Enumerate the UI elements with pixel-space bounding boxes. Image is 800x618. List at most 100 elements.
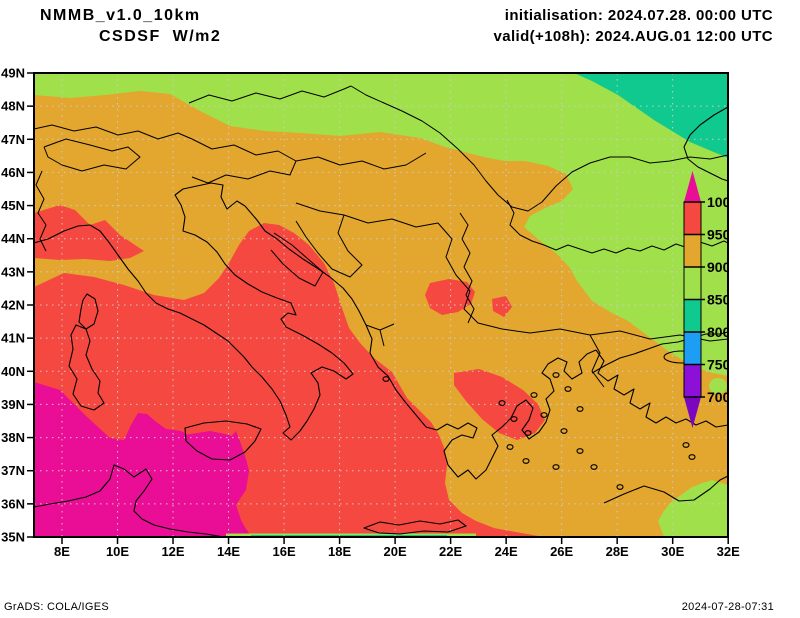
border-line [295,152,427,170]
colorbar-segment [684,299,701,332]
lat-tick-label: 46N [1,165,25,180]
lat-tick-label: 39N [1,397,25,412]
island-outline [552,372,560,378]
island-outline [576,448,584,454]
region-magenta-southwest [34,382,252,537]
colorbar-arrow-up [684,171,701,202]
border-line [270,232,324,287]
valid-time-label: valid(+108h): 2024.AUG.01 12:00 UTC [493,28,773,45]
lon-tick-label: 10E [106,544,129,559]
border-line [350,85,728,212]
field-regions [34,73,728,537]
colorbar-segment [684,332,701,365]
colorbar-tick-label: 1000 [707,194,738,210]
lat-tick-label: 37N [1,463,25,478]
island-outline [552,464,560,470]
island-outline [682,442,690,448]
colorbar-tick-label: 850 [707,292,731,308]
island-outline [524,430,532,436]
border-line [459,212,475,324]
colorbar-segment [684,234,701,267]
north-africa-coastline [34,464,225,537]
model-title: NMMB_v1.0_10km [40,7,201,24]
colorbar-segment [684,202,701,235]
island-outline [522,458,530,464]
lat-tick-label: 38N [1,430,25,445]
lon-axis: 8E 10E 12E 14E 16E 18E 20E 22E 24E 26E 28E 30E 32E [54,537,740,559]
lon-tick-label: 8E [54,544,70,559]
island-outline [616,484,624,490]
colorbar-segment [684,267,701,300]
lon-tick-label: 12E [161,544,184,559]
border-line [43,138,141,172]
lon-tick-label: 26E [550,544,573,559]
border-line [365,323,395,347]
lon-tick-label: 24E [495,544,518,559]
region-red-blob-balkans-2 [492,296,512,317]
border-line [191,138,297,184]
sardinia-coastline [68,324,105,411]
region-magenta-sicily [184,431,238,453]
map-frame [33,72,729,538]
island-outline [530,392,538,398]
adriatic-east-coastline [244,205,427,428]
colorbar-tick-label: 800 [707,324,731,340]
lat-tick-label: 49N [1,66,25,81]
marmara-coastline [591,331,728,374]
colorbar-arrow-down [684,397,701,428]
lat-axis: 49N 48N 47N 46N 45N 44N 43N 42N 41N 40N 39N 38N 37N 3… [1,66,34,545]
lon-tick-label: 30E [661,544,684,559]
island-outline [576,406,584,412]
black-sea-coastline [683,106,728,182]
border-line [589,334,605,388]
anatolia-west-coastline [595,349,728,428]
italy-coastline [34,182,354,441]
lat-tick-label: 44N [1,231,25,246]
island-outline [510,416,518,422]
lat-tick-label: 45N [1,198,25,213]
colorbar-tick-label: 700 [707,389,731,405]
colorbar-tick-label: 900 [707,259,731,275]
lon-tick-label: 28E [606,544,629,559]
corsica-coastline [78,293,99,330]
island-outline [540,412,548,418]
colorbar-segment [684,364,701,397]
colorbar-tick-label: 950 [707,227,731,243]
grads-stamp: GrADS: COLA/IGES [4,601,110,613]
lon-tick-label: 22E [439,544,462,559]
country-borders [34,85,728,388]
border-line [295,214,363,278]
anatolia-south-coastline [603,475,728,504]
lon-tick-label: 32E [717,544,740,559]
island-outline [382,376,390,382]
island-outline [560,428,568,434]
lat-tick-label: 41N [1,331,25,346]
lat-tick-label: 40N [1,364,25,379]
border-line [35,170,47,252]
lat-tick-label: 47N [1,132,25,147]
lon-tick-label: 20E [384,544,407,559]
lat-tick-label: 48N [1,99,25,114]
lat-tick-label: 43N [1,264,25,279]
init-time-label: initialisation: 2024.07.28. 00:00 UTC [504,7,773,24]
lon-tick-label: 16E [272,544,295,559]
island-outline [498,400,506,406]
island-outline [590,464,598,470]
border-line [34,124,193,140]
lat-tick-label: 42N [1,298,25,313]
variable-title: CSDSF W/m2 [99,28,222,45]
border-line [295,202,439,228]
coastlines [34,106,728,537]
crete-coastline [363,519,467,535]
map-area: 1000 950 900 850 800 750 700 [34,73,738,537]
colorbar-tick-label: 750 [707,357,731,373]
creation-timestamp: 2024-07-28-07:31 [681,601,774,613]
colorbar: 1000 950 900 850 800 750 700 [683,171,738,428]
region-green-patch-1 [709,378,727,394]
region-red-blob-balkans [425,279,475,315]
border-line [188,85,352,104]
sicily-coastline [184,420,262,461]
island-outline [688,454,696,460]
